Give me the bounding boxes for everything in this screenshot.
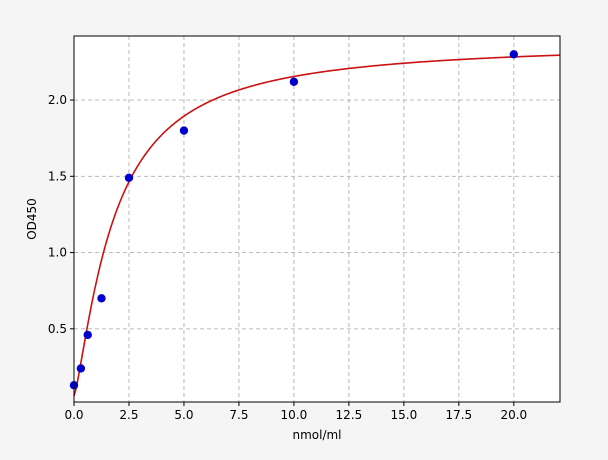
- x-tick-label: 17.5: [445, 408, 472, 422]
- y-tick-label: 2.0: [48, 93, 67, 107]
- data-points: [69, 50, 519, 390]
- data-point: [509, 50, 519, 59]
- data-point: [76, 364, 86, 373]
- x-tick-label: 5.0: [174, 408, 193, 422]
- plot-frame: [73, 35, 561, 403]
- x-axis-ticks: 0.0 2.5 5.0 7.5 10.0 12.5 15.0 17.5 20.0: [64, 402, 527, 422]
- grid: [73, 36, 560, 402]
- x-tick-label: 20.0: [500, 408, 527, 422]
- y-tick-label: 0.5: [48, 322, 67, 336]
- plot-area: [74, 36, 560, 402]
- data-point: [83, 330, 92, 340]
- x-tick-label: 15.0: [391, 408, 418, 422]
- y-axis-label: OD450: [25, 198, 39, 240]
- y-tick-label: 1.0: [48, 246, 67, 260]
- data-point: [179, 126, 189, 135]
- y-axis-ticks: 0.5 1.0 1.5 2.0: [48, 93, 74, 336]
- x-axis-label: nmol/ml: [292, 428, 341, 442]
- x-tick-label: 0.0: [64, 408, 83, 422]
- x-tick-label: 2.5: [119, 408, 138, 422]
- fit-curve-layer: [73, 54, 561, 397]
- data-point: [97, 294, 106, 303]
- x-tick-label: 10.0: [281, 408, 308, 422]
- data-point: [124, 173, 134, 183]
- y-tick-label: 1.5: [48, 169, 67, 183]
- x-tick-label: 7.5: [229, 408, 248, 422]
- x-tick-label: 12.5: [336, 408, 363, 422]
- fit-curve: [73, 54, 561, 397]
- data-point: [289, 77, 299, 86]
